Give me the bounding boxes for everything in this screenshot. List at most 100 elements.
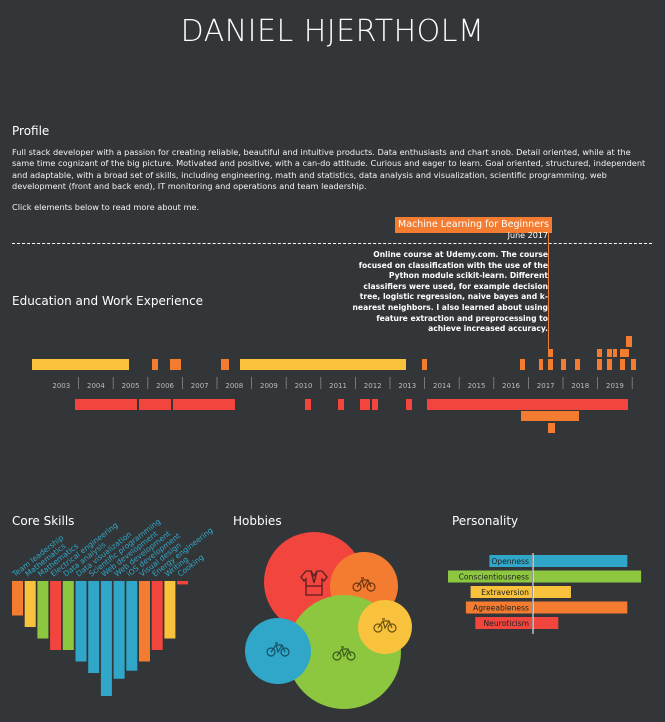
timeline-bar[interactable] xyxy=(360,399,370,410)
timeline-bar[interactable] xyxy=(620,349,629,357)
personality-label-box xyxy=(465,601,532,614)
personality-bar[interactable] xyxy=(533,617,559,629)
timeline-year-label: 2012 xyxy=(364,382,382,390)
core-skills-chart[interactable]: Team leadershipMathematicsMathematicsEle… xyxy=(0,520,230,720)
skill-bar[interactable] xyxy=(177,581,189,585)
personality-label-box xyxy=(475,617,532,629)
timeline-bar[interactable] xyxy=(607,359,612,370)
skill-bar[interactable] xyxy=(37,581,49,639)
timeline-bar[interactable] xyxy=(170,359,181,370)
judo-icon xyxy=(300,570,328,596)
timeline-bar[interactable] xyxy=(75,399,137,410)
timeline-bar[interactable] xyxy=(548,359,553,370)
skill-bar[interactable] xyxy=(62,581,74,650)
timeline-bar[interactable] xyxy=(521,411,579,421)
skill-bar[interactable] xyxy=(151,581,163,650)
timeline-education-track[interactable] xyxy=(32,336,636,370)
skill-bar[interactable] xyxy=(88,581,100,673)
tooltip-description: Online course at Udemy.com. The course f… xyxy=(352,250,548,334)
timeline-year-label: 2014 xyxy=(433,382,451,390)
personality-bar[interactable] xyxy=(533,555,628,567)
timeline-bar[interactable] xyxy=(240,359,406,370)
timeline-year-label: 2007 xyxy=(191,382,209,390)
tooltip-date: June 2017 xyxy=(507,231,548,240)
skill-bar[interactable] xyxy=(100,581,112,696)
timeline-year-label: 2019 xyxy=(606,382,624,390)
timeline-year-label: 2003 xyxy=(52,382,70,390)
timeline-year-label: 2015 xyxy=(468,382,486,390)
timeline-year-label: 2009 xyxy=(260,382,278,390)
timeline-year-label: 2017 xyxy=(537,382,555,390)
core-skills-heading: Core Skills xyxy=(12,514,75,528)
personality-chart[interactable]: Openness Conscientiousness Extraversion Agr… xyxy=(448,548,663,638)
skill-bar[interactable] xyxy=(75,581,87,662)
personality-label-box xyxy=(448,570,532,583)
timeline-bar[interactable] xyxy=(152,359,158,370)
timeline[interactable]: 2003 2004 2005 2006 2007 2008 2009 2010 2011 2012… xyxy=(0,330,665,440)
tooltip-connector xyxy=(548,217,549,357)
personality-bar[interactable] xyxy=(533,586,571,598)
bicycle-icon xyxy=(332,646,356,661)
timeline-bar[interactable] xyxy=(427,399,628,410)
education-heading: Education and Work Experience xyxy=(12,294,204,308)
timeline-bar[interactable] xyxy=(575,359,580,370)
page-title: DANIEL HJERTHOLM xyxy=(180,14,485,49)
skill-bar[interactable] xyxy=(139,581,150,662)
tooltip-title: Machine Learning for Beginners xyxy=(395,217,552,233)
timeline-bar[interactable] xyxy=(539,359,543,370)
bicycle-icon xyxy=(352,577,376,592)
profile-hint: Click elements below to read more about … xyxy=(12,202,200,212)
timeline-bar[interactable] xyxy=(520,359,525,370)
divider xyxy=(12,243,652,244)
timeline-bar[interactable] xyxy=(406,399,412,410)
timeline-bar[interactable] xyxy=(221,359,229,370)
timeline-bar[interactable] xyxy=(139,399,171,410)
timeline-year-label: 2004 xyxy=(87,382,105,390)
timeline-bar[interactable] xyxy=(607,349,612,357)
skill-bar[interactable] xyxy=(126,581,138,671)
timeline-bar[interactable] xyxy=(548,423,555,433)
timeline-bar[interactable] xyxy=(561,359,566,370)
timeline-bar[interactable] xyxy=(173,399,235,410)
timeline-bar[interactable] xyxy=(372,399,378,410)
skill-bar[interactable] xyxy=(12,581,23,616)
timeline-year-label: 2018 xyxy=(571,382,589,390)
timeline-year-label: 2010 xyxy=(295,382,313,390)
timeline-year-label: 2011 xyxy=(329,382,347,390)
timeline-bar[interactable] xyxy=(626,336,632,347)
timeline-bar[interactable] xyxy=(631,359,636,370)
timeline-bar[interactable] xyxy=(422,359,427,370)
timeline-year-label: 2013 xyxy=(398,382,416,390)
timeline-bar[interactable] xyxy=(613,349,617,357)
skill-bar[interactable] xyxy=(113,581,125,679)
timeline-year-label: 2008 xyxy=(225,382,243,390)
bicycle-icon xyxy=(373,618,397,633)
personality-bar[interactable] xyxy=(533,601,628,614)
personality-label: Extraversion xyxy=(481,588,529,597)
timeline-bar[interactable] xyxy=(620,359,625,370)
timeline-bar[interactable] xyxy=(597,349,602,357)
personality-label: Agreeableness xyxy=(473,604,529,613)
timeline-work-track[interactable] xyxy=(75,399,628,433)
timeline-year-label: 2006 xyxy=(156,382,174,390)
personality-bar[interactable] xyxy=(533,570,642,583)
timeline-bar[interactable] xyxy=(338,399,344,410)
timeline-axis: 2003 2004 2005 2006 2007 2008 2009 2010 2011 2012… xyxy=(52,377,633,390)
timeline-bar-selected[interactable] xyxy=(548,349,553,357)
timeline-bar[interactable] xyxy=(32,359,129,370)
hobbies-heading: Hobbies xyxy=(233,514,282,528)
hobbies-chart[interactable] xyxy=(230,520,440,722)
skill-bar[interactable] xyxy=(164,581,176,639)
profile-text: Full stack developer with a passion for … xyxy=(12,147,646,191)
personality-label: Openness xyxy=(491,557,529,566)
personality-label-box xyxy=(470,586,532,598)
timeline-bar[interactable] xyxy=(305,399,311,410)
skill-bar[interactable] xyxy=(24,581,36,627)
personality-heading: Personality xyxy=(452,514,519,528)
timeline-year-label: 2016 xyxy=(502,382,520,390)
timeline-bar[interactable] xyxy=(597,359,602,370)
personality-label-box xyxy=(489,555,532,567)
skill-bar[interactable] xyxy=(50,581,62,650)
bicycle-icon xyxy=(266,642,290,657)
personality-label: Conscientiousness xyxy=(459,573,529,582)
